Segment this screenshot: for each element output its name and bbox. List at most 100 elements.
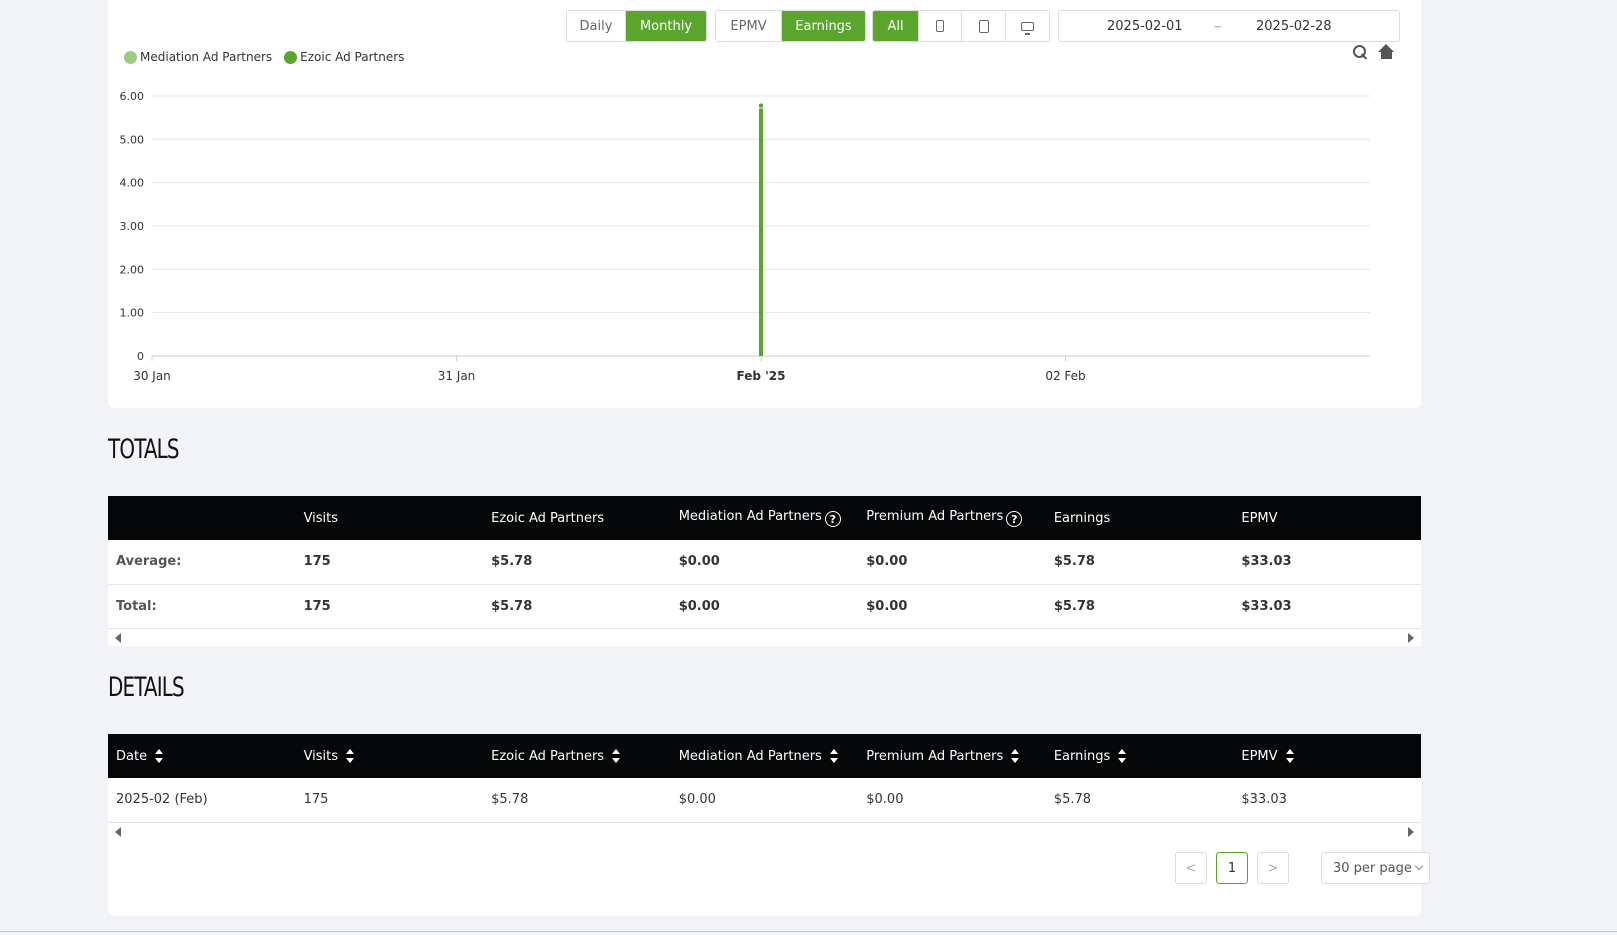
details-table-wrapper: Date Visits Ezoic Ad Partners Mediation … (108, 734, 1430, 916)
help-icon[interactable]: ? (1006, 511, 1023, 528)
details-title: DETAILS (108, 672, 185, 703)
table-cell: 2025-02 (Feb) (108, 778, 296, 823)
tablet-button[interactable] (962, 11, 1006, 41)
details-table: Date Visits Ezoic Ad Partners Mediation … (108, 734, 1421, 823)
page-size-label: 30 per page (1333, 860, 1412, 876)
table-cell: $0.00 (858, 584, 1046, 629)
details-col-premium-label: Premium Ad Partners (866, 749, 1004, 764)
details-col-epmv[interactable]: EPMV (1233, 734, 1421, 778)
y-tick-label: 1.00 (120, 307, 145, 320)
details-col-epmv-label: EPMV (1241, 749, 1278, 764)
earnings-chart: 0 1.00 2.00 3.00 4.00 5.00 6.00 30 Jan 31 Jan Feb… (120, 90, 1370, 383)
help-icon[interactable]: ? (824, 511, 841, 528)
details-col-earnings[interactable]: Earnings (1046, 734, 1234, 778)
x-tick-label: 31 Jan (438, 369, 476, 383)
date-range-start[interactable]: 2025-02-01 (1107, 18, 1183, 34)
totals-col-ezoic: Ezoic Ad Partners (491, 510, 605, 526)
details-col-ezoic[interactable]: Ezoic Ad Partners (483, 734, 671, 778)
totals-horizontal-scrollbar[interactable] (108, 628, 1421, 645)
date-range-separator: ~ (1213, 19, 1223, 33)
sort-icon[interactable] (155, 748, 164, 764)
earnings-button[interactable]: Earnings (782, 11, 865, 41)
table-cell: $5.78 (483, 540, 671, 585)
details-col-date-label: Date (116, 749, 148, 764)
data-point (758, 103, 764, 108)
next-page-button[interactable]: > (1257, 852, 1289, 884)
x-tick-label: Feb '25 (737, 369, 786, 383)
y-tick-label: 3.00 (120, 220, 145, 233)
pagination: < 1 > 30 per page (1175, 852, 1430, 884)
table-cell: Average: (108, 540, 296, 585)
legend-label-ezoic: Ezoic Ad Partners (300, 50, 405, 64)
scroll-left-icon[interactable] (115, 826, 121, 837)
details-col-ezoic-label: Ezoic Ad Partners (491, 749, 605, 764)
table-cell: $5.78 (1045, 540, 1234, 585)
table-cell: 175 (295, 540, 484, 585)
x-tick-label: 02 Feb (1045, 369, 1085, 383)
table-cell: $5.78 (1045, 778, 1234, 823)
home-icon[interactable] (1378, 44, 1395, 60)
desktop-button[interactable] (1005, 11, 1049, 41)
prev-page-button[interactable]: < (1175, 852, 1207, 884)
details-col-date[interactable]: Date (108, 734, 296, 778)
page-button-current[interactable]: 1 (1216, 852, 1248, 884)
totals-header-row: Visits Ezoic Ad Partners Mediation Ad Pa… (108, 496, 1421, 540)
chart-tools (1352, 44, 1395, 60)
totals-table-wrapper: Visits Ezoic Ad Partners Mediation Ad Pa… (108, 496, 1421, 646)
scroll-right-icon[interactable] (1408, 632, 1414, 643)
scroll-right-icon[interactable] (1408, 826, 1414, 837)
mobile-phone-icon (936, 20, 945, 32)
totals-col-epmv: EPMV (1241, 510, 1278, 526)
table-cell: $33.03 (1233, 778, 1421, 823)
sort-icon[interactable] (1011, 748, 1020, 764)
mobile-button[interactable] (919, 11, 963, 41)
details-col-mediation[interactable]: Mediation Ad Partners (671, 734, 859, 778)
totals-title: TOTALS (108, 434, 180, 465)
details-horizontal-scrollbar[interactable] (108, 822, 1421, 839)
details-col-visits[interactable]: Visits (296, 734, 484, 778)
details-col-premium[interactable]: Premium Ad Partners (858, 734, 1046, 778)
legend-label-mediation: Mediation Ad Partners (140, 50, 273, 64)
table-cell: Total: (108, 584, 296, 629)
sort-icon[interactable] (1285, 748, 1294, 764)
page-size-select[interactable]: 30 per page (1321, 852, 1430, 884)
device-toggle: All (872, 10, 1050, 42)
epmv-button[interactable]: EPMV (716, 11, 782, 41)
zoom-icon[interactable] (1352, 44, 1368, 60)
date-range-end[interactable]: 2025-02-28 (1256, 18, 1332, 34)
table-cell: $0.00 (670, 778, 859, 823)
period-toggle: Daily Monthly (566, 10, 707, 42)
y-tick-label: 2.00 (120, 263, 145, 276)
y-tick-label: 5.00 (120, 133, 145, 146)
table-cell: $0.00 (670, 584, 859, 629)
desktop-icon (1020, 21, 1034, 35)
table-row: Total: 175 $5.78 $0.00 $0.00 $5.78 $33.0… (108, 584, 1421, 629)
sort-icon[interactable] (612, 748, 621, 764)
chart-legend: Mediation Ad Partners Ezoic Ad Partners (124, 50, 404, 64)
date-range-picker[interactable]: 2025-02-01 ~ 2025-02-28 (1058, 10, 1400, 42)
chevron-down-icon (1414, 861, 1424, 871)
legend-item-ezoic[interactable]: Ezoic Ad Partners (284, 50, 404, 64)
y-tick-label: 4.00 (120, 177, 145, 190)
all-devices-button[interactable]: All (873, 11, 919, 41)
details-col-visits-label: Visits (303, 749, 339, 764)
table-cell: $5.78 (483, 584, 671, 629)
table-row: 2025-02 (Feb) 175 $5.78 $0.00 $0.00 $5.7… (108, 778, 1421, 823)
details-col-earnings-label: Earnings (1053, 749, 1111, 764)
sort-icon[interactable] (346, 748, 355, 764)
table-cell: $0.00 (670, 540, 859, 585)
legend-dot-mediation (124, 50, 137, 64)
daily-button[interactable]: Daily (567, 11, 626, 41)
bottom-divider (0, 931, 1617, 932)
table-cell: $33.03 (1233, 540, 1421, 585)
table-cell: $5.78 (1045, 584, 1234, 629)
monthly-button[interactable]: Monthly (626, 11, 706, 41)
metric-toggle: EPMV Earnings (715, 10, 866, 42)
totals-table: Visits Ezoic Ad Partners Mediation Ad Pa… (108, 496, 1421, 629)
scroll-left-icon[interactable] (115, 632, 121, 643)
legend-item-mediation[interactable]: Mediation Ad Partners (124, 50, 272, 64)
y-tick-label: 6.00 (120, 90, 145, 103)
sort-icon[interactable] (829, 748, 838, 764)
sort-icon[interactable] (1118, 748, 1127, 764)
legend-dot-ezoic (284, 50, 298, 64)
